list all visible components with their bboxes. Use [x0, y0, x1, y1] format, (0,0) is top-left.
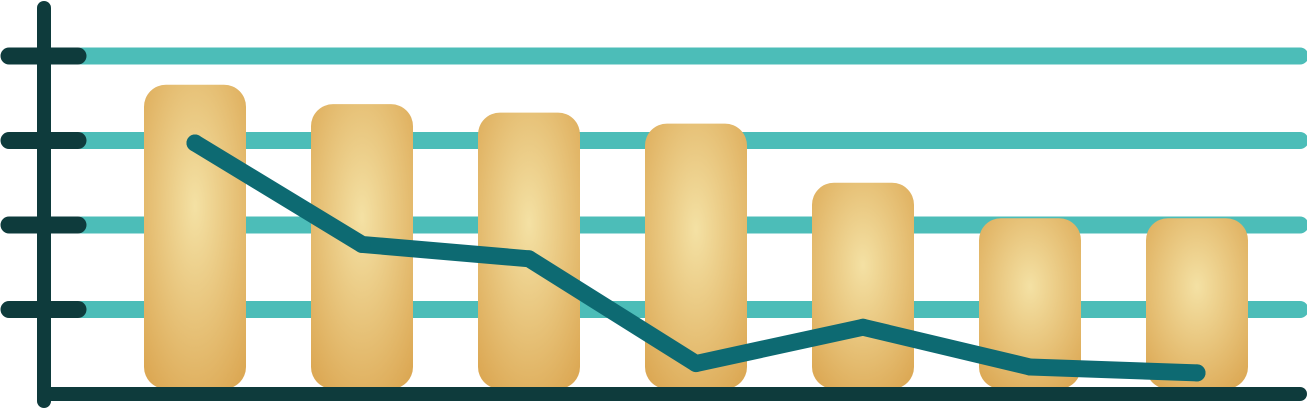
line-point-3 [520, 250, 538, 268]
bar-4 [645, 123, 747, 389]
bars [144, 84, 1248, 390]
line-point-6 [1021, 358, 1039, 376]
bar-1 [144, 84, 246, 389]
bar-5 [812, 182, 914, 389]
bar-7 [1146, 218, 1248, 389]
line-point-2 [353, 235, 371, 253]
line-point-4 [687, 355, 705, 373]
line-point-1 [186, 134, 204, 152]
trend-line-series [186, 134, 1206, 382]
line-point-7 [1188, 364, 1206, 382]
bar-6 [979, 218, 1081, 389]
line-point-5 [854, 318, 872, 336]
